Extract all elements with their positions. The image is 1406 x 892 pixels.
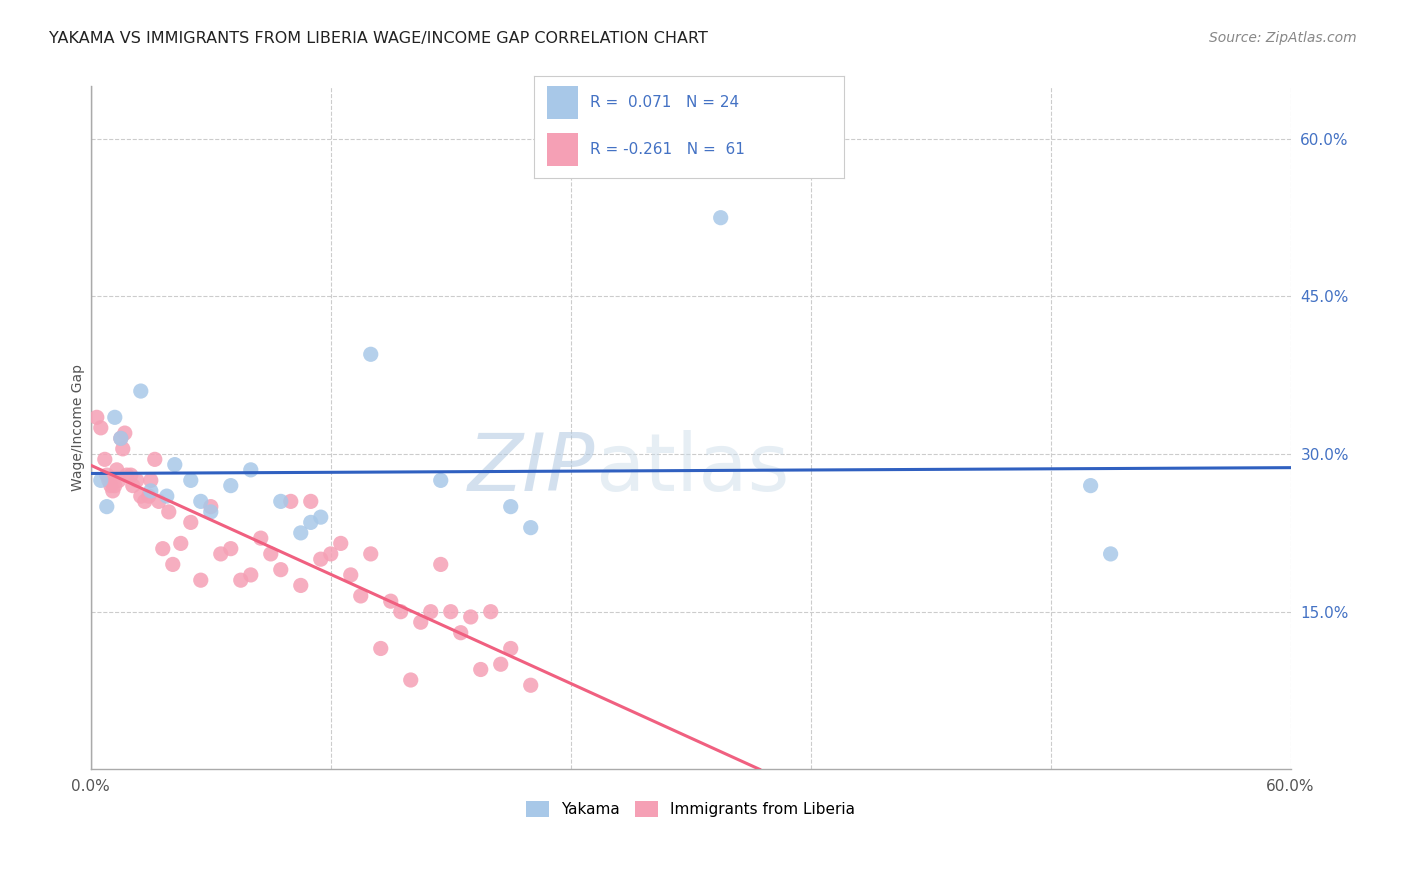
Point: [200, 505, 222, 519]
Point: [389, 605, 412, 619]
Point: [129, 384, 152, 398]
Point: [190, 573, 212, 587]
Point: [148, 494, 170, 508]
Point: [380, 594, 402, 608]
Point: [409, 615, 432, 630]
Legend: Yakama, Immigrants from Liberia: Yakama, Immigrants from Liberia: [520, 795, 862, 823]
Point: [1099, 547, 1122, 561]
Point: [96, 468, 118, 483]
Point: [107, 474, 129, 488]
Point: [101, 483, 124, 498]
Point: [470, 663, 492, 677]
Point: [260, 547, 283, 561]
Point: [280, 494, 302, 508]
Point: [270, 563, 292, 577]
Point: [710, 211, 733, 225]
Point: [200, 500, 222, 514]
Text: R =  0.071   N = 24: R = 0.071 N = 24: [591, 95, 740, 110]
Point: [180, 474, 202, 488]
Point: [519, 678, 541, 692]
Point: [350, 589, 373, 603]
Point: [219, 541, 242, 556]
Point: [163, 458, 186, 472]
Point: [90, 421, 112, 435]
Point: [190, 494, 212, 508]
Text: R = -0.261   N =  61: R = -0.261 N = 61: [591, 142, 745, 157]
Point: [219, 478, 242, 492]
Point: [429, 474, 451, 488]
Point: [110, 431, 132, 445]
Point: [129, 489, 152, 503]
Point: [138, 489, 160, 503]
Point: [429, 558, 451, 572]
Point: [309, 552, 332, 566]
Point: [249, 531, 271, 545]
Point: [104, 478, 127, 492]
Y-axis label: Wage/Income Gap: Wage/Income Gap: [72, 364, 86, 491]
Point: [290, 578, 312, 592]
Point: [110, 431, 132, 445]
Point: [94, 452, 117, 467]
Point: [299, 494, 322, 508]
Point: [170, 536, 193, 550]
Point: [120, 468, 142, 483]
Point: [339, 568, 361, 582]
Point: [100, 478, 122, 492]
Point: [105, 463, 128, 477]
Point: [115, 468, 138, 483]
Point: [399, 673, 422, 687]
Text: ZIP: ZIP: [467, 430, 595, 508]
Point: [143, 452, 166, 467]
Point: [450, 625, 472, 640]
Point: [499, 641, 522, 656]
Point: [239, 568, 262, 582]
Point: [290, 525, 312, 540]
Point: [370, 641, 392, 656]
Point: [460, 610, 482, 624]
Point: [134, 494, 156, 508]
Point: [299, 516, 322, 530]
Point: [440, 605, 463, 619]
Point: [229, 573, 252, 587]
Bar: [547, 87, 578, 119]
Point: [360, 547, 382, 561]
Point: [309, 510, 332, 524]
Point: [270, 494, 292, 508]
Point: [162, 558, 184, 572]
Point: [111, 442, 134, 456]
Point: [104, 410, 127, 425]
Point: [209, 547, 232, 561]
Point: [319, 547, 342, 561]
Point: [157, 505, 180, 519]
Point: [499, 500, 522, 514]
Point: [97, 474, 120, 488]
Point: [152, 541, 174, 556]
Point: [156, 489, 179, 503]
Point: [360, 347, 382, 361]
Point: [121, 478, 143, 492]
Point: [239, 463, 262, 477]
Point: [139, 483, 162, 498]
Text: YAKAMA VS IMMIGRANTS FROM LIBERIA WAGE/INCOME GAP CORRELATION CHART: YAKAMA VS IMMIGRANTS FROM LIBERIA WAGE/I…: [49, 31, 709, 46]
Point: [180, 516, 202, 530]
Point: [519, 521, 541, 535]
Point: [90, 474, 112, 488]
Point: [125, 474, 148, 488]
Bar: [547, 133, 578, 166]
Point: [479, 605, 502, 619]
Point: [329, 536, 352, 550]
Point: [96, 500, 118, 514]
Point: [114, 426, 136, 441]
Text: atlas: atlas: [595, 430, 789, 508]
Point: [1080, 478, 1102, 492]
Point: [86, 410, 108, 425]
Point: [489, 657, 512, 672]
Point: [419, 605, 441, 619]
Text: Source: ZipAtlas.com: Source: ZipAtlas.com: [1209, 31, 1357, 45]
Point: [139, 474, 162, 488]
